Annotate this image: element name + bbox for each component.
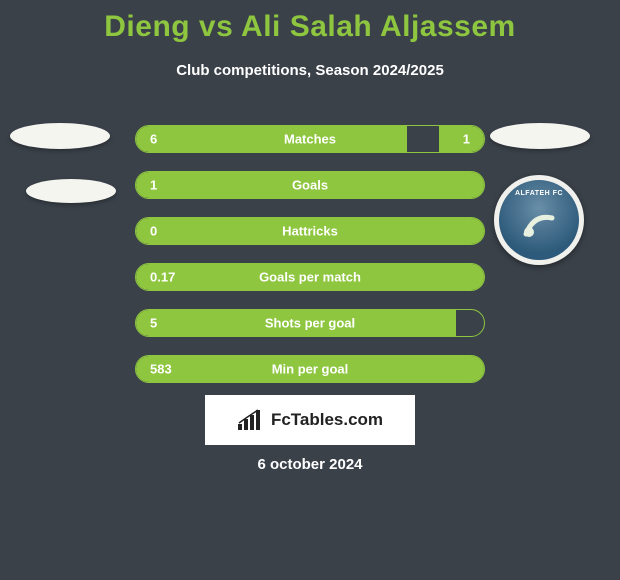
page-title: Dieng vs Ali Salah Aljassem xyxy=(0,0,620,44)
player1-marker-1 xyxy=(10,123,110,149)
team-badge: ALFATEH FC xyxy=(494,175,584,265)
stat-left-fill xyxy=(136,126,407,152)
stat-left-value: 6 xyxy=(150,132,157,147)
stat-right-fill xyxy=(439,126,484,152)
player2-marker-1 xyxy=(490,123,590,149)
subtitle: Club competitions, Season 2024/2025 xyxy=(0,62,620,79)
stat-left-value: 583 xyxy=(150,362,172,377)
stat-label: Min per goal xyxy=(272,362,349,377)
stat-row: 0.17 Goals per match xyxy=(135,263,485,291)
brand-label: FcTables.com xyxy=(271,410,383,430)
team-badge-label: ALFATEH FC xyxy=(515,190,563,197)
stat-row: 583 Min per goal xyxy=(135,355,485,383)
stat-left-value: 0.17 xyxy=(150,270,175,285)
stat-right-value: 1 xyxy=(463,132,470,147)
stat-bars: 6 1 Matches 1 Goals 0 Hattricks 0.17 Goals per m… xyxy=(135,125,485,401)
stat-label: Matches xyxy=(284,132,336,147)
brand-badge: FcTables.com xyxy=(205,395,415,445)
date-label: 6 october 2024 xyxy=(257,456,362,473)
stat-label: Hattricks xyxy=(282,224,338,239)
stat-label: Goals xyxy=(292,178,328,193)
team-badge-icon xyxy=(518,204,560,255)
stat-left-value: 0 xyxy=(150,224,157,239)
stat-left-value: 1 xyxy=(150,178,157,193)
stat-row: 0 Hattricks xyxy=(135,217,485,245)
stat-left-value: 5 xyxy=(150,316,157,331)
brand-icon xyxy=(237,409,265,431)
player1-marker-2 xyxy=(26,179,116,203)
stat-row: 6 1 Matches xyxy=(135,125,485,153)
stat-row: 5 Shots per goal xyxy=(135,309,485,337)
stat-gap xyxy=(456,310,484,336)
stat-label: Goals per match xyxy=(259,270,361,285)
stat-label: Shots per goal xyxy=(265,316,355,331)
stat-gap xyxy=(407,126,438,152)
stat-row: 1 Goals xyxy=(135,171,485,199)
